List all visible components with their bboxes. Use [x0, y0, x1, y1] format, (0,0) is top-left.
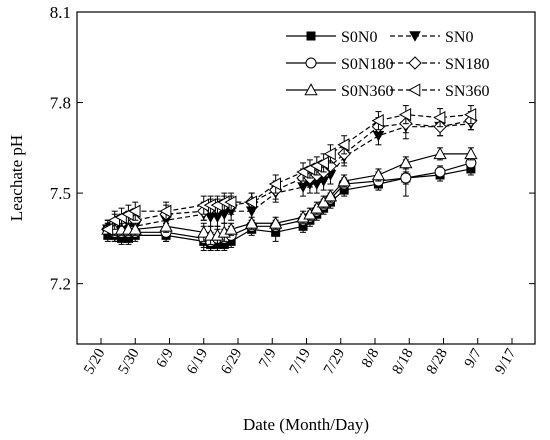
data-point-s0n360: [399, 156, 413, 169]
x-tick-label: 7/19: [287, 346, 314, 377]
data-point-sn360: [268, 177, 281, 191]
x-axis-label: Date (Month/Day): [243, 415, 369, 434]
x-tick-label: 7/9: [256, 346, 279, 371]
data-point-sn360: [128, 204, 141, 218]
data-point-sn360: [159, 204, 172, 218]
data-point-s0n360: [323, 189, 338, 202]
x-tick-label: 6/19: [184, 346, 211, 377]
data-point-s0n360: [303, 207, 317, 220]
legend-item-sn360: SN360: [390, 83, 489, 100]
legend-marker-sn180: [408, 56, 422, 70]
y-tick-label: 7.2: [50, 275, 71, 294]
data-point-sn360: [244, 195, 257, 209]
data-point-s0n360: [128, 222, 142, 235]
data-point-sn360: [371, 114, 384, 128]
y-tick-label: 7.8: [50, 94, 71, 113]
x-tick-label: 7/29: [321, 346, 348, 377]
data-point-sn360: [433, 110, 446, 125]
data-point-sn360: [323, 147, 336, 161]
data-point-sn360: [398, 107, 412, 122]
legend-marker-s0n0: [306, 31, 316, 41]
legend-marker-sn360: [408, 83, 421, 97]
data-point-s0n360: [433, 147, 447, 160]
legend-item-s0n180: S0N180: [286, 56, 393, 73]
legend-item-s0n0: S0N0: [286, 29, 377, 46]
x-tick-label: 5/30: [116, 346, 143, 377]
data-point-s0n360: [197, 225, 211, 238]
legend-label: SN360: [445, 83, 489, 100]
legend-label: S0N360: [341, 83, 393, 100]
data-point-s0n360: [159, 219, 173, 232]
data-point-sn360: [101, 222, 114, 236]
data-point-s0n360: [245, 216, 259, 229]
series-layer: [101, 105, 478, 251]
legend-label: S0N0: [341, 29, 377, 46]
x-tick-label: 6/9: [154, 346, 177, 371]
legend-label: SN180: [445, 56, 489, 73]
legend-label: S0N180: [341, 56, 393, 73]
legend-item-s0n360: S0N360: [286, 83, 393, 100]
y-axis: 7.2 7.5 7.8 8.1: [50, 3, 535, 294]
legend-label: SN0: [445, 29, 473, 46]
legend-item-sn0: SN0: [390, 29, 473, 46]
y-axis-label: Leachate pH: [7, 135, 26, 221]
data-point-sn360: [224, 195, 237, 209]
legend-item-sn180: SN180: [390, 56, 489, 73]
series-sn360: [101, 105, 477, 239]
x-tick-label: 6/29: [218, 346, 245, 377]
legend-marker-s0n360: [304, 83, 318, 96]
data-point-s0n360: [371, 168, 386, 181]
data-point-s0n360: [316, 195, 331, 208]
series-s0n360: [101, 147, 478, 245]
series-line-sn360: [107, 114, 471, 230]
data-point-sn360: [337, 138, 350, 152]
x-tick-label: 8/18: [390, 346, 417, 377]
y-tick-label: 8.1: [50, 3, 71, 22]
data-point-sn360: [464, 107, 477, 122]
data-point-s0n360: [224, 222, 238, 235]
y-tick-label: 7.5: [50, 184, 71, 203]
legend: S0N0 SN0 S0N180 SN180 S0N360 SN360: [286, 29, 489, 100]
data-point-s0n360: [269, 216, 283, 229]
legend-marker-s0n180: [305, 57, 317, 69]
x-tick-label: 9/7: [462, 346, 486, 371]
series-s0n180: [102, 156, 477, 251]
x-tick-label: 8/8: [359, 346, 382, 371]
x-tick-label: 5/20: [81, 346, 108, 377]
x-tick-label: 8/28: [424, 346, 451, 377]
data-point-s0n360: [464, 147, 478, 160]
legend-marker-sn0: [409, 31, 421, 42]
data-point-s0n180: [434, 166, 446, 178]
data-point-s0n360: [310, 201, 324, 214]
data-point-s0n360: [337, 174, 351, 187]
data-point-sn360: [316, 156, 329, 170]
x-tick-label: 9/17: [492, 346, 519, 378]
data-point-s0n180: [400, 172, 412, 184]
